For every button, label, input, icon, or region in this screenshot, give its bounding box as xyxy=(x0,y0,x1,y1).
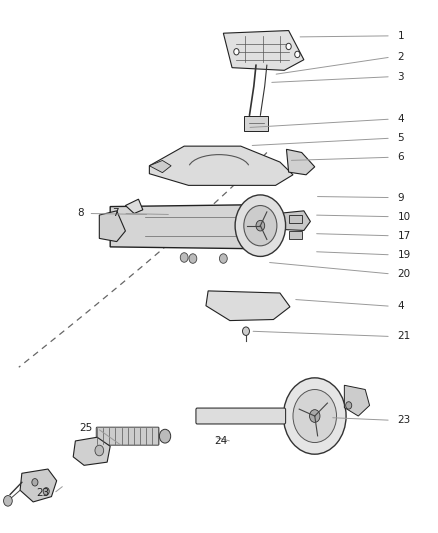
Circle shape xyxy=(4,496,12,506)
Text: 1: 1 xyxy=(397,31,404,41)
Circle shape xyxy=(189,254,197,263)
Text: 17: 17 xyxy=(397,231,411,241)
Circle shape xyxy=(159,429,171,443)
Circle shape xyxy=(283,378,346,454)
Text: 20: 20 xyxy=(397,269,410,279)
Text: 25: 25 xyxy=(80,423,93,433)
Text: 10: 10 xyxy=(397,212,410,222)
Polygon shape xyxy=(278,211,311,230)
Text: 8: 8 xyxy=(78,208,84,219)
FancyBboxPatch shape xyxy=(196,408,286,424)
Circle shape xyxy=(256,220,265,231)
Circle shape xyxy=(219,254,227,263)
Text: 4: 4 xyxy=(397,301,404,311)
Circle shape xyxy=(310,410,320,422)
Circle shape xyxy=(286,43,291,50)
Polygon shape xyxy=(149,146,293,185)
Circle shape xyxy=(180,253,188,262)
Text: 4: 4 xyxy=(397,114,404,124)
Circle shape xyxy=(43,488,49,495)
Circle shape xyxy=(346,402,352,409)
Circle shape xyxy=(234,49,239,55)
Text: 2: 2 xyxy=(397,52,404,62)
Circle shape xyxy=(293,390,336,442)
Polygon shape xyxy=(99,211,125,241)
Circle shape xyxy=(235,195,286,256)
Text: 24: 24 xyxy=(215,437,228,447)
Circle shape xyxy=(295,51,300,58)
Polygon shape xyxy=(206,291,290,320)
FancyBboxPatch shape xyxy=(96,427,159,445)
Polygon shape xyxy=(244,116,268,131)
Text: 21: 21 xyxy=(397,332,411,342)
Polygon shape xyxy=(73,437,110,465)
Text: 7: 7 xyxy=(112,208,119,219)
Circle shape xyxy=(95,445,104,456)
Text: 19: 19 xyxy=(397,250,411,260)
Polygon shape xyxy=(149,160,171,173)
Polygon shape xyxy=(110,205,276,249)
Text: 5: 5 xyxy=(397,133,404,143)
Text: 23: 23 xyxy=(36,488,49,498)
Polygon shape xyxy=(289,215,302,223)
Polygon shape xyxy=(20,469,57,502)
Polygon shape xyxy=(125,199,143,214)
Polygon shape xyxy=(223,30,304,70)
Polygon shape xyxy=(289,231,302,239)
Text: 6: 6 xyxy=(397,152,404,162)
Text: 3: 3 xyxy=(397,71,404,82)
Circle shape xyxy=(243,327,250,335)
Text: 23: 23 xyxy=(397,415,411,425)
Circle shape xyxy=(244,206,277,246)
Polygon shape xyxy=(344,385,370,416)
Circle shape xyxy=(32,479,38,486)
Text: 9: 9 xyxy=(397,192,404,203)
Polygon shape xyxy=(286,149,315,175)
